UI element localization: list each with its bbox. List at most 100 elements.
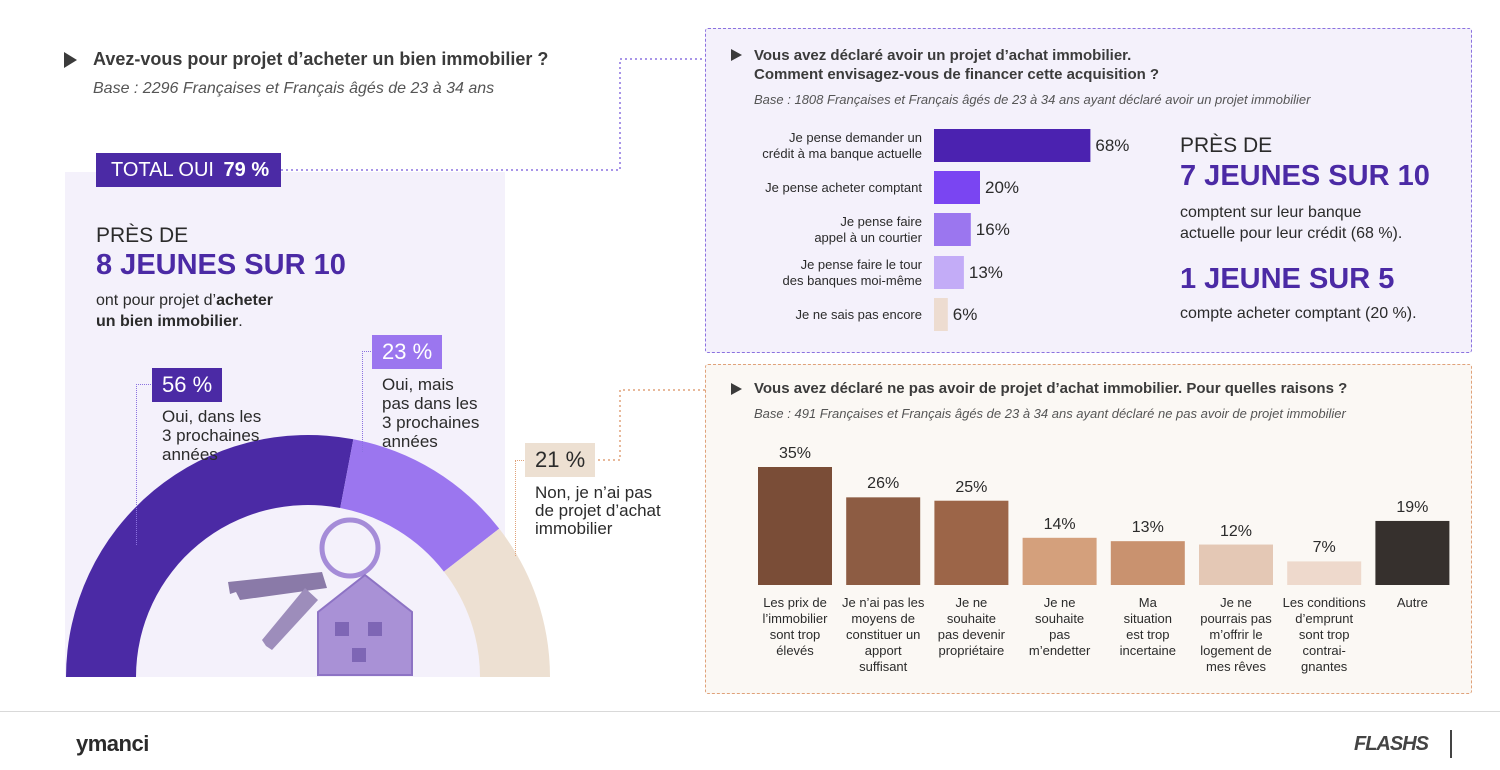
- slice-label-23-line4: années: [382, 432, 438, 451]
- reasons-bar-7: [1375, 520, 1450, 585]
- financing-bar-1: [934, 171, 980, 204]
- reasons-bar-label-4: Ma situation est trop incertaine: [1119, 595, 1176, 658]
- reasons-bar-value-1: 26%: [867, 475, 900, 493]
- reasons-panel: [705, 364, 1472, 694]
- financing-bar-0: [934, 129, 1091, 162]
- reasons-bar-3: [1022, 537, 1097, 585]
- reasons-bar-value-4: 13%: [1131, 519, 1164, 537]
- financing-bar-value-1: 20%: [985, 178, 1020, 197]
- financing-bar-4: [934, 298, 948, 331]
- financing-bar-label-1: Je pense acheter comptant: [765, 179, 922, 195]
- left-question: Avez-vous pour projet d’acheter un bien …: [93, 49, 549, 69]
- connector-bottom: [598, 389, 705, 461]
- reasons-bar-label-2: Je ne souhaite pas devenir propriétaire: [937, 595, 1005, 658]
- financing-bar-2: [934, 213, 971, 246]
- reasons-bar-value-5: 12%: [1219, 522, 1253, 540]
- reasons-bar-label-0: Les prix de l’immobilier sont trop élevés: [762, 595, 828, 658]
- footer-divider: [0, 711, 1500, 712]
- house-window-icon: [335, 622, 349, 636]
- house-window-icon-3: [352, 648, 366, 662]
- slice-value-23: 23 %: [372, 335, 443, 369]
- left-subtext-part1: ont pour projet d’: [96, 292, 217, 309]
- reasons-bar-2: [934, 500, 1009, 585]
- reasons-bar-6: [1287, 561, 1362, 585]
- financing-bar-value-4: 6%: [952, 305, 978, 324]
- leader-line-56: [136, 384, 153, 545]
- donut-slice-2: [443, 528, 550, 677]
- reasons-bar-value-6: 7%: [1312, 539, 1336, 557]
- slice-label-21: Non, je n’ai pas de projet d’achat immob…: [535, 484, 661, 538]
- reasons-bar-label-7: Autre: [1396, 595, 1428, 610]
- total-oui-label: TOTAL OUI: [111, 159, 214, 181]
- leader-line-21: [515, 460, 526, 556]
- key-icon-2: [262, 588, 318, 650]
- left-headline: 8 JEUNES SUR 10: [96, 249, 346, 281]
- leader-line-23: [362, 351, 373, 452]
- slice-label-56-line2: 3 prochaines: [162, 426, 260, 445]
- financing-bar-value-0: 68%: [1095, 136, 1130, 155]
- insight-text-1: comptent sur leur banque actuelle pour l…: [1180, 202, 1402, 244]
- slice-label-23-line2: pas dans les: [382, 394, 478, 413]
- reasons-bar-value-0: 35%: [778, 445, 812, 462]
- insight-headline-1: 7 JEUNES SUR 10: [1180, 160, 1430, 192]
- ymanci-logo: ymanci: [76, 731, 149, 756]
- house-icon: [317, 573, 413, 676]
- reasons-bar-0: [758, 467, 832, 585]
- slice-value-56: 56 %: [152, 368, 223, 402]
- flashs-logo: FLASHS: [1354, 733, 1429, 755]
- slice-label-21-line2: de projet d’achat: [535, 501, 661, 520]
- left-pres-de: PRÈS DE: [96, 224, 189, 247]
- financing-question: Vous avez déclaré avoir un projet d’acha…: [754, 46, 1159, 84]
- total-oui-value: 79 %: [223, 159, 270, 181]
- insight-text-2: compte acheter comptant (20 %).: [1180, 305, 1417, 322]
- bullet-triangle-icon-3: [731, 383, 742, 395]
- financing-base: Base : 1808 Françaises et Français âgés …: [754, 92, 1311, 107]
- reasons-bar-value-7: 19%: [1396, 498, 1429, 516]
- key-icon: [228, 572, 327, 600]
- insight-pres-de: PRÈS DE: [1180, 134, 1273, 157]
- left-subtext-part3: un bien immobilier: [96, 313, 239, 330]
- reasons-question: Vous avez déclaré ne pas avoir de projet…: [754, 380, 1348, 397]
- financing-bar-label-2: Je pense faire appel à un courtier: [814, 213, 922, 245]
- total-oui-badge: TOTAL OUI 79 %: [96, 153, 281, 187]
- insight-text-1-line2: actuelle pour leur crédit (68 %).: [1180, 225, 1403, 242]
- financing-panel: [705, 28, 1472, 353]
- insight-headline-2: 1 JEUNE SUR 5: [1180, 263, 1395, 295]
- left-subtext: ont pour projet d’acheter un bien immobi…: [96, 290, 273, 332]
- left-subtext-part4: .: [238, 313, 243, 330]
- financing-bar-value-2: 16%: [975, 220, 1010, 239]
- donut-slice-0: [66, 434, 354, 677]
- slice-label-21-line1: Non, je n’ai pas: [535, 483, 653, 502]
- left-base: Base : 2296 Françaises et Français âgés …: [93, 80, 495, 97]
- reasons-bar-label-5: Je ne pourrais pas m’offrir le logement de m…: [1200, 595, 1272, 674]
- reasons-bar-label-6: Les conditions d’emprunt sont trop contrai-…: [1282, 595, 1366, 674]
- financing-question-line1: Vous avez déclaré avoir un projet d’acha…: [754, 47, 1132, 64]
- reasons-bar-label-1: Je n’ai pas les moyens de constituer un app…: [841, 595, 925, 674]
- slice-label-23-line1: Oui, mais: [382, 375, 454, 394]
- slice-label-56-line3: années: [162, 445, 218, 464]
- reasons-bar-4: [1110, 541, 1185, 585]
- slice-label-56: Oui, dans les 3 prochaines années: [162, 407, 261, 464]
- house-window-icon-2: [368, 622, 382, 636]
- slice-value-21: 21 %: [525, 443, 596, 477]
- slice-label-56-line1: Oui, dans les: [162, 407, 262, 426]
- key-ring-icon: [319, 517, 381, 579]
- insight-text-1-line1: comptent sur leur banque: [1180, 204, 1362, 221]
- left-subtext-part2: acheter: [216, 292, 273, 309]
- financing-bar-label-4: Je ne sais pas encore: [795, 306, 922, 322]
- financing-bar-value-3: 13%: [968, 263, 1003, 282]
- footer-separator: [1450, 730, 1452, 758]
- financing-bar-label-0: Je pense demander un crédit à ma banque a…: [762, 129, 922, 161]
- slice-label-23-line3: 3 prochaines: [382, 413, 480, 432]
- bullet-triangle-icon-2: [731, 49, 742, 61]
- donut-slice-1: [340, 439, 500, 572]
- financing-question-line2: Comment envisagez-vous de financer cette…: [754, 66, 1160, 83]
- house-keys-illustration: [228, 517, 413, 676]
- slice-label-21-line3: immobilier: [535, 519, 613, 538]
- reasons-base: Base : 491 Françaises et Français âgés d…: [754, 406, 1346, 421]
- slice-label-23: Oui, mais pas dans les 3 prochaines anné…: [382, 375, 479, 451]
